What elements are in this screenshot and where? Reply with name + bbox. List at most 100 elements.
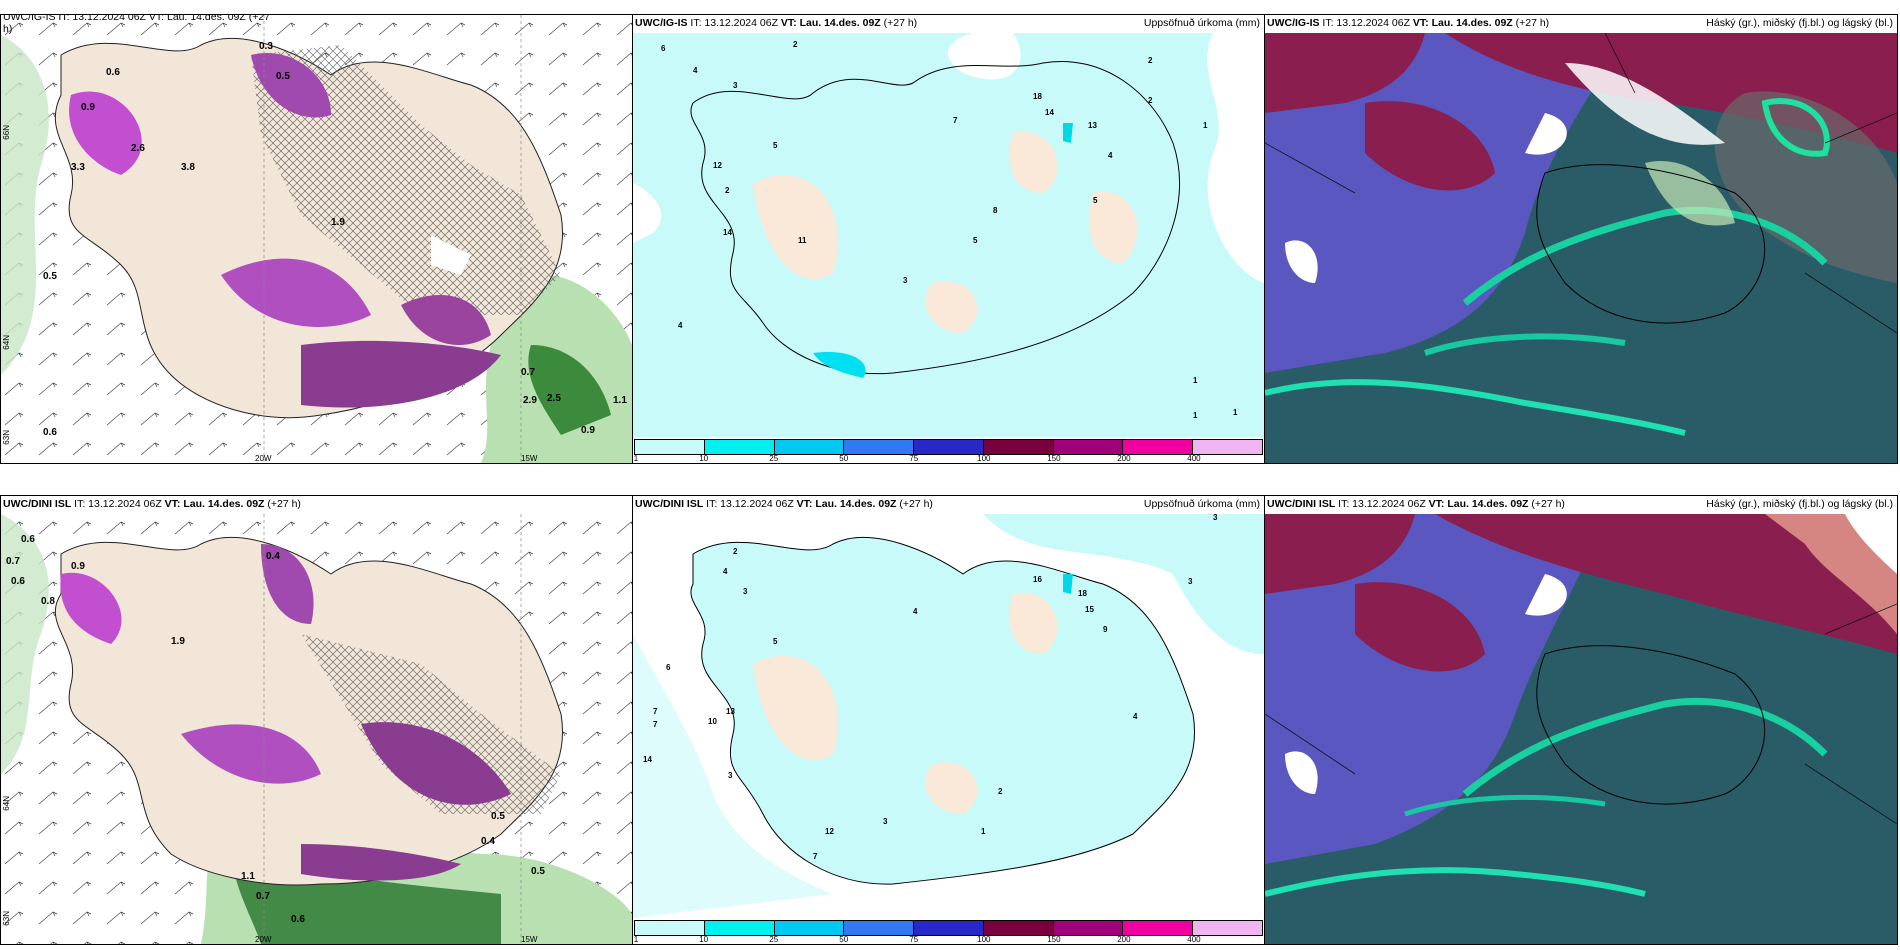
precip-value: 2: [998, 787, 1003, 796]
colorbar-tick: 10: [699, 935, 709, 944]
colorbar-cells: [634, 920, 1263, 936]
colorbar-cell: [983, 440, 1054, 454]
precip-value: 12: [713, 161, 722, 170]
lat-label: 64N: [2, 335, 11, 350]
wind-value: 1.9: [171, 636, 185, 647]
colorbar-tick: 50: [839, 454, 849, 463]
wind-value: 0.4: [266, 551, 280, 562]
precip-value: 5: [1093, 196, 1098, 205]
wind-value: 0.9: [81, 102, 95, 113]
panel-dini-wind-precip: UWC/DINI ISL IT: 13.12.2024 06Z VT: Lau.…: [0, 495, 633, 945]
valid-time: VT: Lau. 14.des. 09Z: [796, 498, 897, 510]
wind-value: 0.7: [6, 556, 20, 567]
header-fragment-top: UWC/IG-IS IT: 13.12.2024 06Z VT: Lau. 14…: [3, 14, 271, 23]
lon-label: 15W: [521, 454, 538, 463]
colorbar-cell: [844, 921, 915, 935]
precip-value: 3: [743, 587, 748, 596]
precip-colorbar: 1 10 25 50 75 100 150 200 400: [633, 920, 1264, 944]
model-name: UWC/IG-IS: [635, 17, 688, 29]
precip-value: 6: [661, 44, 666, 53]
lat-label: 63N: [2, 911, 11, 926]
colorbar-tick: 400: [1187, 454, 1201, 463]
precip-value: 18: [1078, 589, 1087, 598]
precip-value: 3: [883, 817, 888, 826]
wind-value: 0.5: [531, 866, 545, 877]
wind-value: 0.6: [21, 534, 35, 545]
precip-value: 2: [1148, 96, 1153, 105]
colorbar-cell: [914, 440, 984, 454]
precip-value: 13: [1088, 121, 1097, 130]
colorbar-tick: 150: [1047, 454, 1061, 463]
colorbar-cell: [1193, 921, 1263, 935]
wind-value: 0.6: [106, 67, 120, 78]
colorbar-cell: [1123, 921, 1194, 935]
wind-value: 0.5: [491, 811, 505, 822]
valid-time: VT: Lau. 14.des. 09Z: [1412, 17, 1513, 29]
colorbar-cell: [635, 921, 705, 935]
valid-time: VT: Lau. 14.des. 09Z: [164, 498, 265, 510]
lat-label: 64N: [2, 796, 11, 811]
colorbar-tick: 100: [977, 935, 991, 944]
colorbar-cell: [774, 921, 845, 935]
colorbar-tick: 100: [977, 454, 991, 463]
colorbar-tick: 25: [769, 935, 779, 944]
init-time: IT: 13.12.2024 06Z: [71, 498, 165, 510]
precip-value: 15: [1085, 605, 1094, 614]
model-name: UWC/DINI ISL: [3, 498, 72, 510]
precip-value: 1: [1203, 121, 1208, 130]
precip-value: 1: [1193, 411, 1198, 420]
field-title: Uppsöfnuð úrkoma (mm): [1143, 498, 1260, 510]
precip-value: 10: [708, 717, 717, 726]
model-name: UWC/DINI ISL: [635, 498, 704, 510]
precip-value: 2: [725, 186, 730, 195]
panel-dini-clouds: UWC/DINI ISL IT: 13.12.2024 06Z VT: Lau.…: [1264, 495, 1898, 945]
wind-value: 2.9: [523, 395, 537, 406]
field-title: Háský (gr.), miðský (fj.bl.) og lágský (…: [1706, 17, 1893, 29]
lead-time: (+27 h): [896, 498, 933, 510]
precip-values: 2 4 3 6 5 7 7 14 3 10 13 4 16 18 15 9 3 …: [643, 514, 1218, 861]
lon-label: 15W: [521, 935, 538, 944]
panel-header: UWC/DINI ISL IT: 13.12.2024 06Z VT: Lau.…: [1267, 498, 1565, 510]
init-time: IT: 13.12.2024 06Z: [1335, 498, 1429, 510]
precip-value: 8: [993, 206, 998, 215]
colorbar-cell: [983, 921, 1054, 935]
header-fragment-bottom: h): [3, 23, 13, 35]
precip-value: 18: [1033, 92, 1042, 101]
panel-header: UWC/IG-IS IT: 13.12.2024 06Z VT: Lau. 14…: [3, 14, 271, 35]
colorbar-tick: 50: [839, 935, 849, 944]
precip-colorbar: 1 10 25 50 75 100 150 200 400: [633, 439, 1264, 463]
precip-value: 4: [1108, 151, 1113, 160]
panel-ig-precip: UWC/IG-IS IT: 13.12.2024 06Z VT: Lau. 14…: [632, 14, 1265, 464]
wind-value: 0.6: [11, 576, 25, 587]
lat-label: 63N: [2, 430, 11, 445]
colorbar-cell: [1123, 440, 1194, 454]
precip-value: 5: [973, 236, 978, 245]
wind-value: 3.8: [181, 162, 195, 173]
wind-value: 0.7: [256, 891, 270, 902]
model-name: UWC/IG-IS: [1267, 17, 1320, 29]
field-title: Háský (gr.), miðský (fj.bl.) og lágský (…: [1706, 498, 1893, 510]
precip-value: 1: [1233, 408, 1238, 417]
colorbar-tick: 200: [1117, 454, 1131, 463]
colorbar-cell: [704, 921, 775, 935]
precip-value: 13: [726, 707, 735, 716]
colorbar-tick: 10: [699, 454, 709, 463]
colorbar-cell: [844, 440, 915, 454]
precip-value: 4: [723, 567, 728, 576]
wind-value: 2.6: [131, 143, 145, 154]
init-time: IT: 13.12.2024 06Z: [687, 17, 781, 29]
panel-ig-wind-precip: UWC/IG-IS IT: 13.12.2024 06Z VT: Lau. 14…: [0, 14, 633, 464]
precip-value: 2: [793, 40, 798, 49]
precip-value: 4: [693, 66, 698, 75]
colorbar-tick: 75: [909, 454, 919, 463]
wind-value: 2.5: [547, 393, 561, 404]
precip-value: 7: [653, 720, 658, 729]
precip-value: 12: [825, 827, 834, 836]
lon-label: 20W: [255, 935, 272, 944]
panel-header: UWC/DINI ISL IT: 13.12.2024 06Z VT: Lau.…: [3, 498, 301, 510]
wind-value: 1.1: [613, 395, 627, 406]
colorbar-tick: 400: [1187, 935, 1201, 944]
lead-time: (+27 h): [264, 498, 301, 510]
wind-value: 0.5: [276, 71, 290, 82]
wind-precip-map: 0.6 0.7 0.6 0.9 0.8 0.4 1.9 1.1 0.7 0.6 …: [1, 514, 632, 944]
